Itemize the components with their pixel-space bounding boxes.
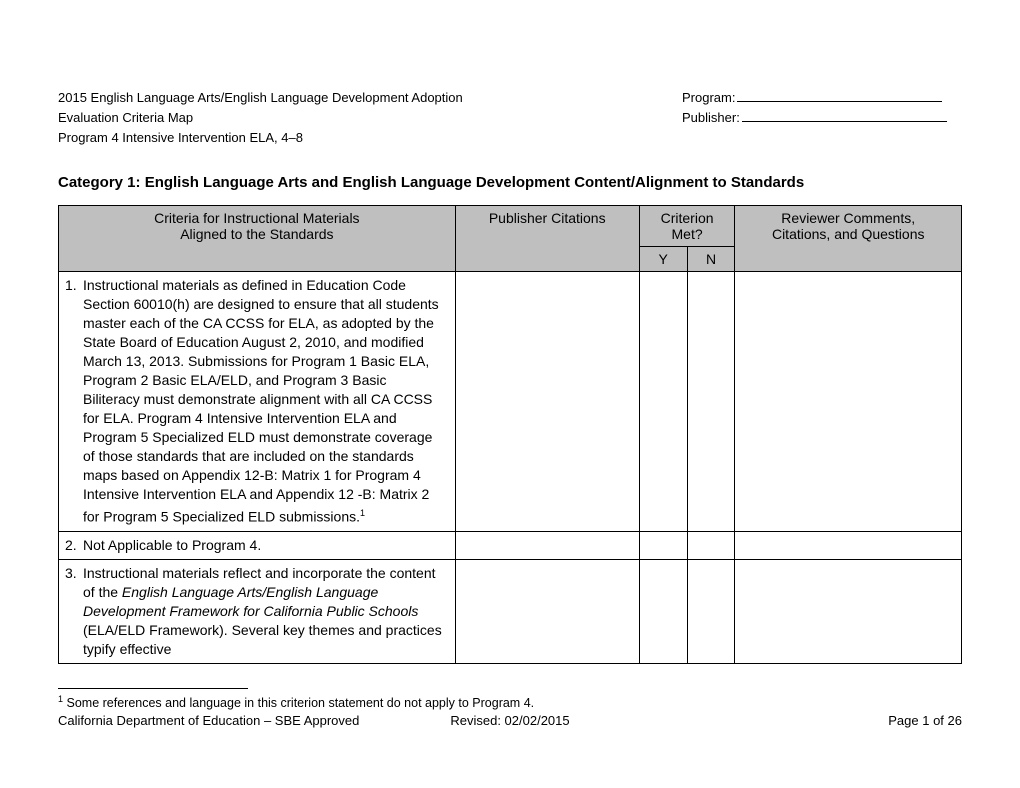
footnote: 1 Some references and language in this c… [58,691,962,711]
footnote-ref: 1 [360,508,365,518]
program-field: Program: [682,88,962,108]
criteria-cell-1: 1.Instructional materials as defined in … [59,272,456,532]
col-criterion-met-header: Criterion Met? [639,206,735,247]
footer: California Department of Education – SBE… [58,713,962,728]
header-row-2: Evaluation Criteria Map Publisher: [58,108,962,128]
y-cell [639,531,687,559]
row-number: 2. [65,536,83,555]
header-subtitle: Evaluation Criteria Map [58,108,682,128]
program-blank [737,101,942,102]
header-spacer [682,128,962,148]
row-number: 1. [65,276,83,295]
criteria-cell-3: 3.Instructional materials reflect and in… [59,559,456,663]
row-text-a: Instructional materials as defined in Ed… [83,277,439,525]
table-row: 3.Instructional materials reflect and in… [59,559,962,663]
row-number: 3. [65,564,83,583]
row-text: Instructional materials reflect and inco… [83,564,445,659]
col-publisher-header: Publisher Citations [455,206,639,272]
publisher-cell [455,559,639,663]
criteria-header-line1: Criteria for Instructional Materials [154,210,359,226]
footer-left: California Department of Education – SBE… [58,713,359,728]
table-row: 2.Not Applicable to Program 4. [59,531,962,559]
y-cell [639,559,687,663]
col-criteria-header: Criteria for Instructional Materials Ali… [59,206,456,272]
document-page: 2015 English Language Arts/English Langu… [0,0,1020,788]
row-text: Not Applicable to Program 4. [83,536,445,555]
header-row-1: 2015 English Language Arts/English Langu… [58,88,962,108]
program-label: Program: [682,90,735,105]
publisher-field: Publisher: [682,108,962,128]
row-text: Instructional materials as defined in Ed… [83,276,445,527]
col-n-header: N [687,247,735,272]
criteria-header-line2: Aligned to the Standards [180,226,333,242]
publisher-cell [455,272,639,532]
publisher-cell [455,531,639,559]
program-line: Program 4 Intensive Intervention ELA, 4–… [58,128,682,148]
n-cell [687,272,735,532]
reviewer-header-line2: Citations, and Questions [772,226,925,242]
y-cell [639,272,687,532]
reviewer-cell [735,559,962,663]
row-text-italic: English Language Arts/English Language D… [83,584,418,619]
publisher-label: Publisher: [682,110,740,125]
footer-right: Page 1 of 26 [661,713,962,728]
n-cell [687,531,735,559]
reviewer-cell [735,272,962,532]
footer-mid: Revised: 02/02/2015 [359,713,660,728]
reviewer-header-line1: Reviewer Comments, [781,210,915,226]
row-text-b: (ELA/ELD Framework). Several key themes … [83,622,442,657]
footnote-separator [58,688,248,689]
n-cell [687,559,735,663]
col-y-header: Y [639,247,687,272]
criteria-table: Criteria for Instructional Materials Ali… [58,205,962,664]
table-row: 1.Instructional materials as defined in … [59,272,962,532]
table-header-row-1: Criteria for Instructional Materials Ali… [59,206,962,247]
header-row-3: Program 4 Intensive Intervention ELA, 4–… [58,128,962,148]
criteria-cell-2: 2.Not Applicable to Program 4. [59,531,456,559]
col-reviewer-header: Reviewer Comments, Citations, and Questi… [735,206,962,272]
header-title: 2015 English Language Arts/English Langu… [58,88,682,108]
footnote-text: Some references and language in this cri… [63,696,534,710]
reviewer-cell [735,531,962,559]
publisher-blank [742,121,947,122]
category-title: Category 1: English Language Arts and En… [58,174,962,191]
